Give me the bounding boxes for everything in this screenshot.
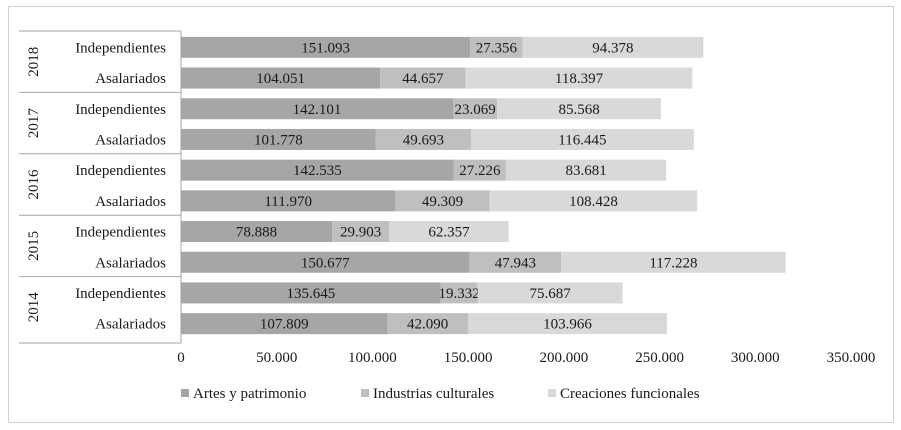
row-label-asalariados: Asalariados [95, 71, 166, 87]
year-label-2014: 2014 [26, 292, 42, 323]
x-tick-label: 250.000 [635, 350, 684, 366]
data-label-artes-y-patrimonio: 142.535 [293, 163, 342, 179]
data-label-creaciones-funcionales: 85.568 [558, 102, 599, 118]
legend-swatch-industrias-culturales [361, 389, 369, 397]
row-label-asalariados: Asalariados [95, 194, 166, 210]
data-label-creaciones-funcionales: 116.445 [558, 132, 606, 148]
bar-segment-artes-y-patrimonio [181, 313, 388, 335]
data-label-industrias-culturales: 23.069 [454, 102, 495, 118]
bar-segment-industrias-culturales [332, 221, 390, 243]
data-label-artes-y-patrimonio: 150.677 [301, 255, 350, 271]
data-label-artes-y-patrimonio: 107.809 [260, 317, 309, 333]
bar-segment-creaciones-funcionales [470, 128, 694, 150]
bar-segment-industrias-culturales [469, 251, 562, 273]
bar-segment-artes-y-patrimonio [181, 221, 333, 243]
bar-segment-creaciones-funcionales [497, 98, 661, 120]
row-label-independientes: Independientes [75, 286, 166, 302]
bar-segment-industrias-culturales [453, 159, 506, 181]
bar-segment-industrias-culturales [440, 282, 478, 304]
bar-segment-industrias-culturales [387, 313, 468, 335]
bar-segment-artes-y-patrimonio [181, 190, 396, 212]
bar-segment-artes-y-patrimonio [181, 251, 470, 273]
row-label-asalariados: Asalariados [95, 255, 166, 271]
data-label-artes-y-patrimonio: 151.093 [301, 40, 350, 56]
data-label-artes-y-patrimonio: 135.645 [286, 286, 335, 302]
bar-segment-industrias-culturales [395, 190, 490, 212]
data-label-industrias-culturales: 27.226 [459, 163, 501, 179]
x-tick-label: 0 [177, 350, 185, 366]
row-label-independientes: Independientes [75, 225, 166, 241]
data-label-industrias-culturales: 49.693 [403, 132, 444, 148]
legend-label-artes-y-patrimonio: Artes y patrimonio [193, 386, 306, 402]
bar-segment-artes-y-patrimonio [181, 98, 454, 120]
data-label-creaciones-funcionales: 103.966 [543, 317, 592, 333]
x-tick-label: 200.000 [539, 350, 588, 366]
bar-segment-artes-y-patrimonio [181, 282, 441, 304]
row-label-asalariados: Asalariados [95, 132, 166, 148]
year-label-2016: 2016 [26, 169, 42, 200]
bar-segment-creaciones-funcionales [467, 313, 667, 335]
data-label-artes-y-patrimonio: 101.778 [254, 132, 303, 148]
year-label-2017: 2017 [26, 108, 42, 139]
row-label-independientes: Independientes [75, 40, 166, 56]
year-label-2018: 2018 [26, 47, 42, 77]
x-tick-label: 50.000 [256, 350, 297, 366]
data-label-industrias-culturales: 19.332 [439, 286, 480, 302]
legend-label-industrias-culturales: Industrias culturales [373, 386, 494, 402]
bar-segment-artes-y-patrimonio [181, 36, 471, 58]
legend-swatch-artes-y-patrimonio [181, 389, 189, 397]
row-label-independientes: Independientes [75, 102, 166, 118]
data-label-artes-y-patrimonio: 142.101 [293, 102, 342, 118]
x-tick-label: 150.000 [444, 350, 493, 366]
bar-segment-industrias-culturales [380, 67, 466, 89]
data-label-artes-y-patrimonio: 111.970 [264, 194, 312, 210]
data-label-creaciones-funcionales: 117.228 [649, 255, 697, 271]
bars-layer: 151.093 27.356 94.378 104.051 44.657 118.397 1… [181, 36, 786, 335]
data-label-creaciones-funcionales: 94.378 [592, 40, 633, 56]
row-label-independientes: Independientes [75, 163, 166, 179]
bar-segment-industrias-culturales [453, 98, 498, 120]
x-axis-ticks: 0 50.000 100.000 150.000 200.000 250.000 300.0… [177, 350, 875, 366]
data-label-artes-y-patrimonio: 104.051 [256, 71, 305, 87]
bar-segment-industrias-culturales [470, 36, 523, 58]
data-label-creaciones-funcionales: 118.397 [555, 71, 604, 87]
x-tick-label: 350.000 [827, 350, 876, 366]
data-label-creaciones-funcionales: 83.681 [565, 163, 606, 179]
bar-segment-artes-y-patrimonio [181, 67, 381, 89]
data-label-industrias-culturales: 29.903 [340, 225, 381, 241]
data-label-industrias-culturales: 47.943 [495, 255, 536, 271]
data-label-industrias-culturales: 42.090 [407, 317, 448, 333]
row-label-asalariados: Asalariados [95, 317, 166, 333]
data-label-industrias-culturales: 27.356 [476, 40, 518, 56]
bar-segment-artes-y-patrimonio [181, 128, 376, 150]
year-label-2015: 2015 [26, 231, 42, 261]
bar-segment-creaciones-funcionales [489, 190, 698, 212]
data-label-industrias-culturales: 49.309 [422, 194, 463, 210]
bar-segment-creaciones-funcionales [522, 36, 704, 58]
data-label-industrias-culturales: 44.657 [402, 71, 444, 87]
category-axis: 2018 Independientes Asalariados 2017 Indepen… [19, 30, 182, 344]
x-tick-label: 300.000 [731, 350, 780, 366]
bar-segment-artes-y-patrimonio [181, 159, 454, 181]
bar-segment-creaciones-funcionales [465, 67, 693, 89]
chart-frame [8, 6, 894, 423]
bar-segment-creaciones-funcionales [477, 282, 623, 304]
bar-segment-creaciones-funcionales [561, 251, 786, 273]
x-tick-label: 100.000 [348, 350, 397, 366]
legend-label-creaciones-funcionales: Creaciones funcionales [560, 386, 700, 402]
legend: Artes y patrimonio Industrias culturales C… [181, 386, 700, 402]
data-label-creaciones-funcionales: 62.357 [428, 225, 470, 241]
legend-swatch-creaciones-funcionales [548, 389, 556, 397]
data-label-artes-y-patrimonio: 78.888 [236, 225, 277, 241]
data-label-creaciones-funcionales: 108.428 [569, 194, 618, 210]
bar-segment-creaciones-funcionales [505, 159, 667, 181]
bar-segment-industrias-culturales [375, 128, 471, 150]
data-label-creaciones-funcionales: 75.687 [529, 286, 571, 302]
bar-segment-creaciones-funcionales [389, 221, 509, 243]
